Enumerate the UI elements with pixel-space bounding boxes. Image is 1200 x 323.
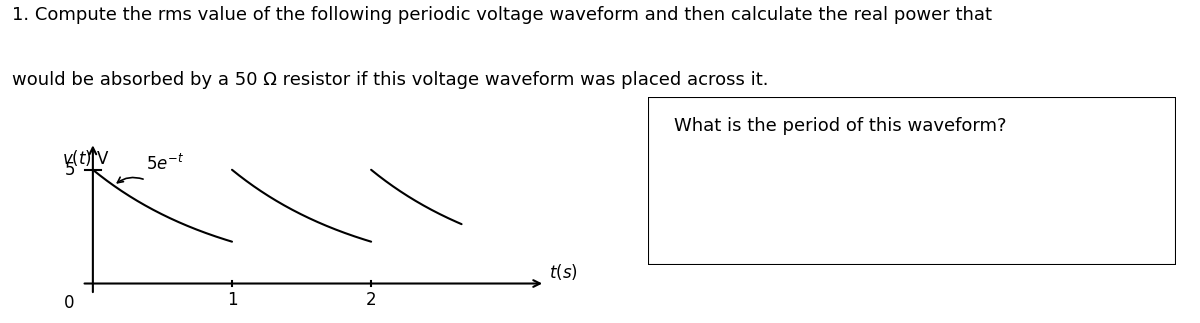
Text: What is the period of this waveform?: What is the period of this waveform? [674,117,1007,135]
Text: $v(t)$ V: $v(t)$ V [62,148,110,168]
Text: 1: 1 [227,291,238,309]
Text: 5: 5 [65,161,74,179]
Text: 2: 2 [366,291,377,309]
Text: 1. Compute the rms value of the following periodic voltage waveform and then cal: 1. Compute the rms value of the followin… [12,6,992,25]
Text: 0: 0 [65,294,74,312]
Text: $t(s)$: $t(s)$ [550,262,578,282]
FancyBboxPatch shape [648,97,1176,265]
Text: $5e^{-t}$: $5e^{-t}$ [145,154,184,174]
Text: would be absorbed by a 50 Ω resistor if this voltage waveform was placed across : would be absorbed by a 50 Ω resistor if … [12,71,768,89]
